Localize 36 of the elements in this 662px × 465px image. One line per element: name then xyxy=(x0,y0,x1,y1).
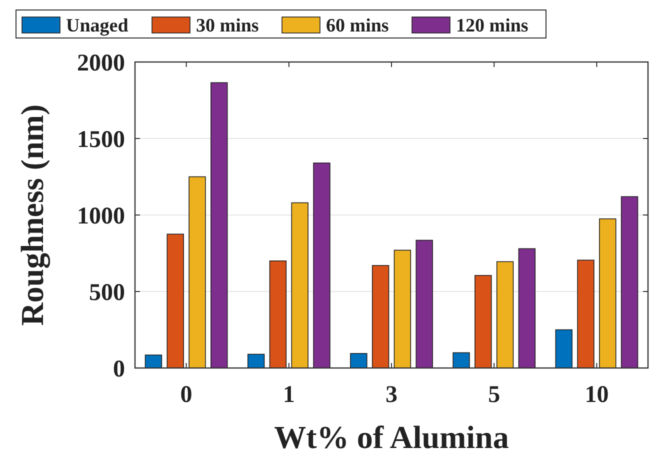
bar xyxy=(269,260,287,368)
bar xyxy=(620,196,638,368)
legend-label: 120 mins xyxy=(456,16,528,37)
bar xyxy=(577,260,594,368)
bar xyxy=(474,275,492,368)
bar xyxy=(496,261,514,368)
bar xyxy=(350,353,368,368)
y-tick-label: 0 xyxy=(113,356,125,382)
bar xyxy=(291,202,308,368)
x-tick-label: 5 xyxy=(488,382,500,408)
legend-label: Unaged xyxy=(66,16,129,37)
bar xyxy=(599,218,616,368)
legend-label: 60 mins xyxy=(326,16,389,37)
bar xyxy=(518,248,536,368)
y-tick-label: 1500 xyxy=(77,126,125,153)
bar xyxy=(166,234,184,368)
x-tick-label: 10 xyxy=(584,382,609,408)
bar xyxy=(144,354,162,368)
bar xyxy=(452,352,470,368)
bar xyxy=(555,329,572,368)
y-axis-title: Roughness (nm) xyxy=(14,104,51,326)
x-tick-label: 1 xyxy=(282,382,295,408)
bar xyxy=(416,240,433,368)
y-tick-label: 500 xyxy=(89,280,125,306)
y-tick-label: 1000 xyxy=(77,203,125,230)
x-tick-label: 0 xyxy=(180,382,192,408)
bar xyxy=(313,162,330,368)
y-tick-label: 2000 xyxy=(77,50,125,76)
x-tick-label: 3 xyxy=(386,382,398,408)
x-axis-title: Wt% of Alumina xyxy=(274,419,509,455)
bar xyxy=(372,265,390,368)
bar xyxy=(247,354,265,368)
bar xyxy=(210,82,228,368)
legend-label: 30 mins xyxy=(196,16,259,37)
bar xyxy=(394,250,412,368)
bar xyxy=(188,176,206,368)
